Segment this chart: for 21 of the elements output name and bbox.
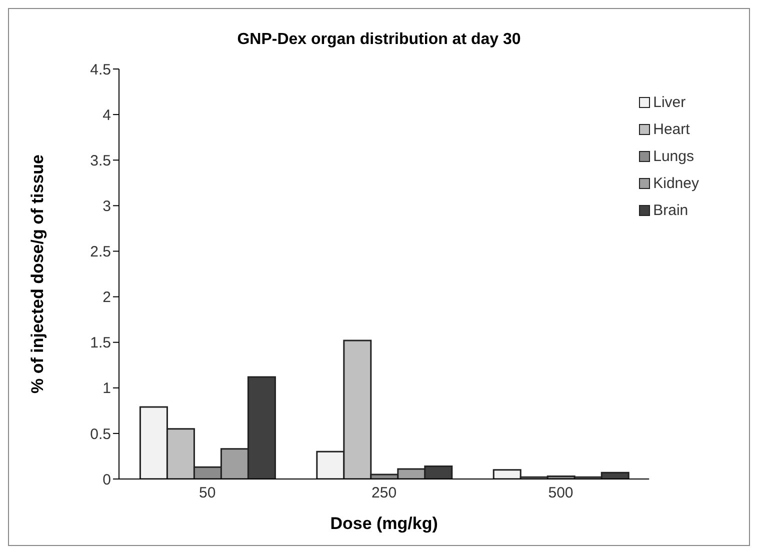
y-tick-label: 3.5 bbox=[90, 152, 111, 170]
x-tick-label: 500 bbox=[548, 484, 574, 502]
y-tick-label: 4 bbox=[102, 106, 111, 124]
legend-label: Heart bbox=[653, 120, 690, 140]
legend-label: Brain bbox=[653, 201, 688, 221]
y-tick-label: 3 bbox=[102, 198, 111, 215]
y-axis-title: % of injected dose/g of tissue bbox=[28, 154, 48, 394]
chart-title: GNP-Dex organ distribution at day 30 bbox=[236, 31, 522, 49]
y-tick-label: 1 bbox=[102, 380, 111, 398]
y-tick-label: 0 bbox=[102, 471, 111, 488]
x-tick-label: 50 bbox=[199, 484, 216, 502]
y-tick-label: 2.5 bbox=[90, 244, 111, 261]
y-tick-label: 2 bbox=[102, 289, 111, 306]
legend-label: Lungs bbox=[653, 147, 694, 167]
x-tick-label: 250 bbox=[372, 484, 397, 502]
legend-label: Liver bbox=[653, 93, 686, 113]
y-tick-label: 0.5 bbox=[90, 426, 111, 443]
legend-label: Kidney bbox=[653, 174, 699, 194]
y-tick-label: 1.5 bbox=[90, 334, 111, 352]
x-axis-title: Dose (mg/kg) bbox=[330, 514, 438, 533]
y-tick-label: 4.5 bbox=[90, 61, 111, 78]
